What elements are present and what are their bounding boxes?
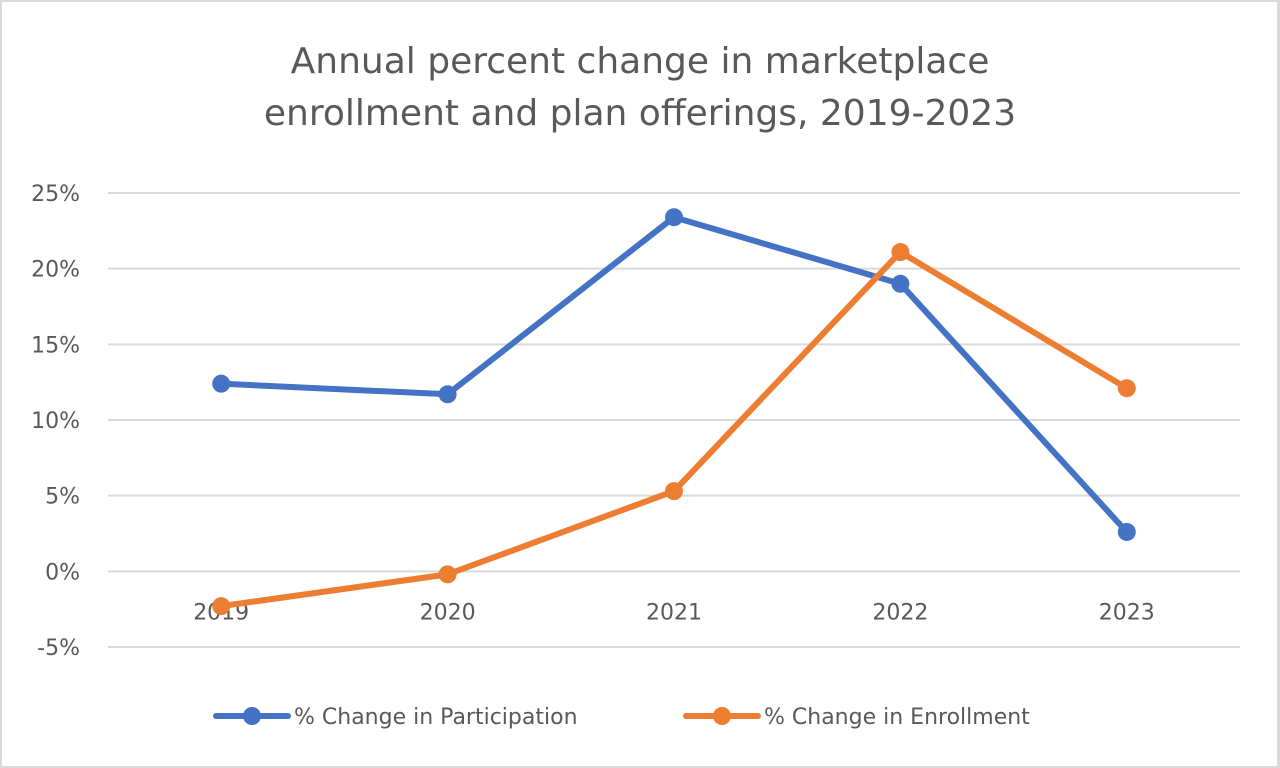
chart-title-line-2: enrollment and plan offerings, 2019-2023 — [263, 93, 1017, 134]
series-enrollment — [212, 243, 1136, 616]
data-point — [438, 565, 457, 584]
legend: % Change in Participation % Change in Enr… — [213, 705, 1030, 730]
legend-item: % Change in Participation — [213, 705, 578, 730]
y-tick-label: -5% — [37, 636, 80, 661]
data-point — [665, 208, 683, 227]
y-tick-label: 15% — [31, 333, 80, 358]
series-participation — [212, 208, 1136, 541]
legend-marker-icon — [713, 707, 731, 725]
data-point — [438, 385, 457, 404]
data-point — [891, 243, 910, 262]
y-tick-label: 20% — [31, 258, 80, 283]
data-point — [212, 374, 231, 393]
x-axis-tick-labels: 20192020202120222023 — [193, 600, 1155, 625]
legend-label: % Change in Participation — [294, 705, 578, 730]
x-tick-label: 2020 — [420, 600, 476, 625]
y-tick-label: 5% — [45, 485, 80, 510]
legend-label: % Change in Enrollment — [764, 705, 1030, 730]
chart-title-line-1: Annual percent change in marketplace — [290, 41, 990, 82]
data-point — [1117, 522, 1136, 541]
data-point — [1117, 379, 1136, 398]
series-group — [212, 208, 1136, 616]
series-line — [218, 249, 1130, 610]
y-tick-label: 25% — [31, 182, 80, 207]
gridlines — [108, 192, 1240, 648]
legend-item: % Change in Enrollment — [683, 705, 1030, 730]
x-tick-label: 2021 — [646, 600, 702, 625]
data-point — [665, 482, 683, 501]
y-axis-tick-labels: -5% 0% 5% 10% 15% 20% 25% — [31, 182, 80, 661]
y-tick-label: 0% — [45, 560, 80, 585]
chart-title: Annual percent change in marketplace enr… — [0, 36, 1280, 140]
x-tick-label: 2022 — [872, 600, 928, 625]
data-point — [891, 274, 910, 293]
data-point — [212, 597, 231, 616]
y-tick-label: 10% — [31, 409, 80, 434]
legend-marker-icon — [243, 707, 261, 725]
x-tick-label: 2023 — [1099, 600, 1155, 625]
